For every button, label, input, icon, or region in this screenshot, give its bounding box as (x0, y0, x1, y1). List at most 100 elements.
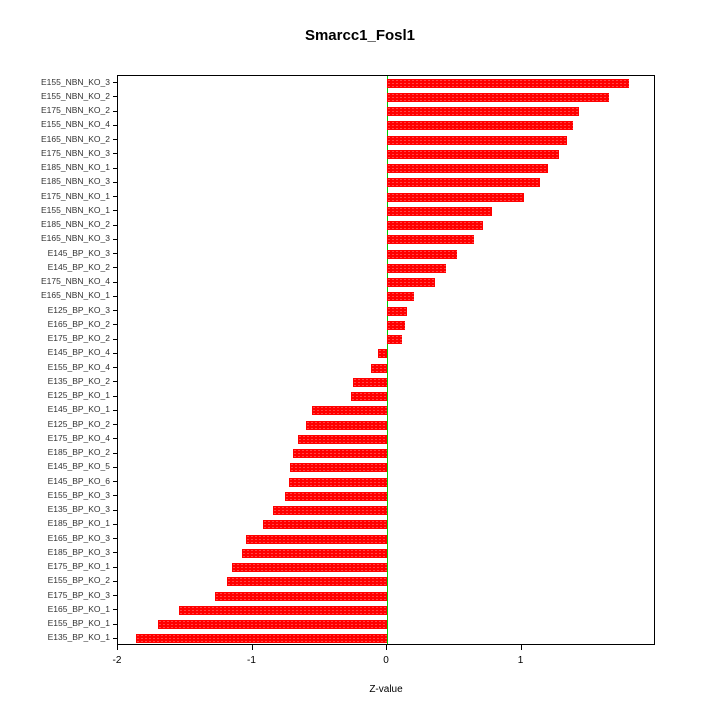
y-tick (113, 580, 117, 582)
y-tick (113, 452, 117, 454)
y-axis-label: E175_NBN_KO_3 (41, 147, 110, 158)
bar-E185_NBN_KO_3 (387, 178, 541, 188)
y-axis-label: E175_BP_KO_1 (47, 561, 110, 572)
y-axis-label: E165_BP_KO_1 (47, 603, 110, 614)
y-axis-label: E185_NBN_KO_3 (41, 176, 110, 187)
y-axis-label: E135_BP_KO_1 (47, 632, 110, 643)
y-tick (113, 381, 117, 383)
y-tick (113, 395, 117, 397)
y-tick (113, 623, 117, 625)
bar-E145_BP_KO_5 (290, 463, 387, 473)
y-axis-label: E175_NBN_KO_1 (41, 190, 110, 201)
y-tick (113, 153, 117, 155)
y-axis-label: E155_NBN_KO_2 (41, 90, 110, 101)
bar-E145_BP_KO_3 (387, 249, 457, 259)
y-axis-label: E185_NBN_KO_1 (41, 162, 110, 173)
y-axis-label: E155_BP_KO_2 (47, 575, 110, 586)
bar-E155_NBN_KO_1 (387, 206, 492, 216)
y-tick (113, 110, 117, 112)
y-tick (113, 566, 117, 568)
bar-E185_BP_KO_3 (241, 548, 387, 558)
bar-E155_BP_KO_3 (284, 491, 387, 501)
y-axis-label: E185_BP_KO_2 (47, 447, 110, 458)
x-tick (251, 645, 253, 650)
y-axis-label: E175_BP_KO_3 (47, 589, 110, 600)
y-axis-label: E155_NBN_KO_1 (41, 204, 110, 215)
y-tick (113, 338, 117, 340)
bar-E125_BP_KO_2 (306, 420, 387, 430)
bar-E135_BP_KO_3 (272, 506, 387, 516)
y-axis-label: E125_BP_KO_2 (47, 418, 110, 429)
zero-reference-line (387, 76, 388, 644)
y-axis-label: E165_BP_KO_2 (47, 318, 110, 329)
bar-E165_NBN_KO_2 (387, 135, 568, 145)
bar-E145_BP_KO_6 (288, 477, 387, 487)
y-tick (113, 367, 117, 369)
y-axis-label: E125_BP_KO_1 (47, 390, 110, 401)
y-tick (113, 481, 117, 483)
y-axis-labels: E155_NBN_KO_3 E155_NBN_KO_2 E175_NBN_KO_2 E… (0, 75, 110, 645)
y-axis-label: E155_NBN_KO_4 (41, 119, 110, 130)
bar-E145_BP_KO_1 (311, 406, 387, 416)
y-tick (113, 509, 117, 511)
x-tick (520, 645, 522, 650)
bar-E155_BP_KO_2 (226, 577, 387, 587)
y-tick (113, 466, 117, 468)
y-tick (113, 595, 117, 597)
y-tick (113, 124, 117, 126)
bar-E185_NBN_KO_1 (387, 164, 549, 174)
y-axis-label: E145_BP_KO_5 (47, 461, 110, 472)
bar-E165_NBN_KO_3 (387, 235, 475, 245)
bar-E155_BP_KO_4 (370, 363, 387, 373)
y-axis-label: E185_BP_KO_1 (47, 518, 110, 529)
bar-E145_BP_KO_4 (377, 349, 387, 359)
y-axis-label: E145_BP_KO_2 (47, 261, 110, 272)
y-axis-label: E135_BP_KO_3 (47, 504, 110, 515)
y-axis-label: E145_BP_KO_4 (47, 347, 110, 358)
y-axis-label: E185_BP_KO_3 (47, 546, 110, 557)
y-axis-label: E175_BP_KO_2 (47, 333, 110, 344)
y-tick (113, 253, 117, 255)
x-tick-label: 0 (383, 655, 389, 666)
y-axis-label: E175_BP_KO_4 (47, 432, 110, 443)
y-axis-label: E185_NBN_KO_2 (41, 219, 110, 230)
bar-E175_NBN_KO_4 (387, 278, 436, 288)
y-tick (113, 181, 117, 183)
bar-E175_BP_KO_3 (214, 591, 387, 601)
bar-E175_BP_KO_2 (387, 335, 402, 345)
bar-E155_BP_KO_1 (158, 620, 387, 630)
x-axis-title: Z-value (369, 684, 403, 695)
x-tick-label: -1 (247, 655, 256, 666)
y-axis-label: E125_BP_KO_3 (47, 304, 110, 315)
y-tick (113, 267, 117, 269)
bar-E155_NBN_KO_2 (387, 92, 609, 102)
y-axis-label: E165_NBN_KO_1 (41, 290, 110, 301)
y-tick (113, 210, 117, 212)
bar-E155_NBN_KO_4 (387, 121, 573, 131)
bar-E175_NBN_KO_3 (387, 149, 560, 159)
bar-E165_BP_KO_3 (245, 534, 387, 544)
y-tick (113, 324, 117, 326)
y-tick (113, 295, 117, 297)
y-tick (113, 82, 117, 84)
x-tick (117, 645, 118, 650)
y-axis-label: E155_BP_KO_3 (47, 489, 110, 500)
y-axis-label: E175_NBN_KO_4 (41, 276, 110, 287)
y-axis-label: E165_NBN_KO_3 (41, 233, 110, 244)
y-tick (113, 495, 117, 497)
bar-E125_BP_KO_3 (387, 306, 408, 316)
y-tick (113, 238, 117, 240)
y-axis-label: E155_BP_KO_1 (47, 618, 110, 629)
y-tick (113, 609, 117, 611)
bar-E155_NBN_KO_3 (387, 78, 630, 88)
y-tick (113, 552, 117, 554)
y-tick (113, 96, 117, 98)
y-tick (113, 139, 117, 141)
y-tick (113, 438, 117, 440)
bar-E165_NBN_KO_1 (387, 292, 414, 302)
y-tick (113, 352, 117, 354)
y-axis-label: E145_BP_KO_1 (47, 404, 110, 415)
bar-E185_NBN_KO_2 (387, 221, 483, 231)
y-tick (113, 409, 117, 411)
